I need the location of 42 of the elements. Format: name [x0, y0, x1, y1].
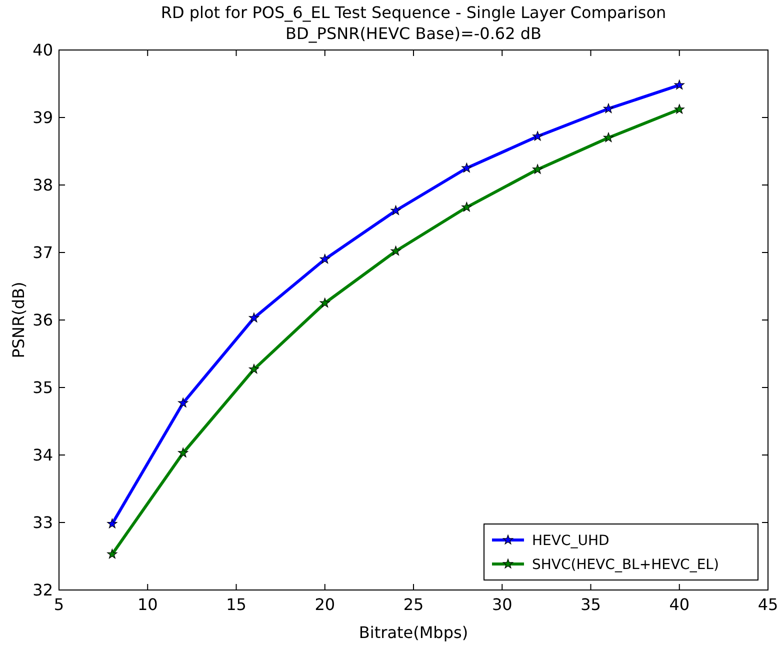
- x-tick-label: 45: [758, 595, 778, 614]
- y-tick-label: 35: [32, 378, 53, 398]
- point: [178, 448, 188, 458]
- point: [532, 164, 543, 174]
- y-tick-label: 40: [32, 40, 53, 60]
- chart-subtitle: BD_PSNR(HEVC Base)=-0.62 dB: [286, 24, 542, 43]
- x-tick-label: 25: [403, 595, 424, 614]
- y-tick-label: 39: [32, 108, 53, 128]
- point: [178, 398, 188, 408]
- x-tick-label: 20: [314, 595, 336, 614]
- point: [320, 298, 330, 308]
- chart-title: RD plot for POS_6_EL Test Sequence - Single Layer Comparison: [160, 3, 666, 22]
- x-tick-label: 5: [54, 595, 64, 614]
- x-tick-label: 10: [137, 595, 158, 614]
- x-tick-label: 15: [226, 595, 246, 614]
- y-axis-title: PSNR(dB): [9, 282, 28, 358]
- y-tick-label: 34: [32, 446, 53, 465]
- point: [248, 364, 260, 374]
- x-axis-title: Bitrate(Mbps): [358, 623, 468, 642]
- point: [107, 548, 118, 559]
- y-tick-label: 37: [32, 243, 53, 262]
- y-tick-label: 33: [32, 513, 53, 532]
- point: [532, 131, 543, 141]
- legend-label: SHVC(HEVC_BL+HEVC_EL): [532, 556, 719, 573]
- point: [603, 132, 614, 142]
- x-tick-label: 40: [669, 595, 690, 614]
- point: [674, 104, 684, 114]
- point: [248, 312, 260, 322]
- point: [390, 246, 401, 256]
- point: [603, 103, 614, 114]
- legend-label: HEVC_UHD: [532, 532, 610, 549]
- y-tick-label: 38: [32, 176, 53, 195]
- x-tick-label: 35: [580, 595, 601, 614]
- point: [390, 205, 401, 215]
- point: [674, 80, 684, 90]
- y-tick-label: 32: [32, 580, 53, 600]
- x-tick-label: 30: [492, 595, 512, 614]
- point: [462, 162, 472, 172]
- y-tick-label: 36: [32, 310, 53, 330]
- point: [462, 202, 472, 212]
- point: [107, 518, 118, 528]
- point: [320, 254, 330, 264]
